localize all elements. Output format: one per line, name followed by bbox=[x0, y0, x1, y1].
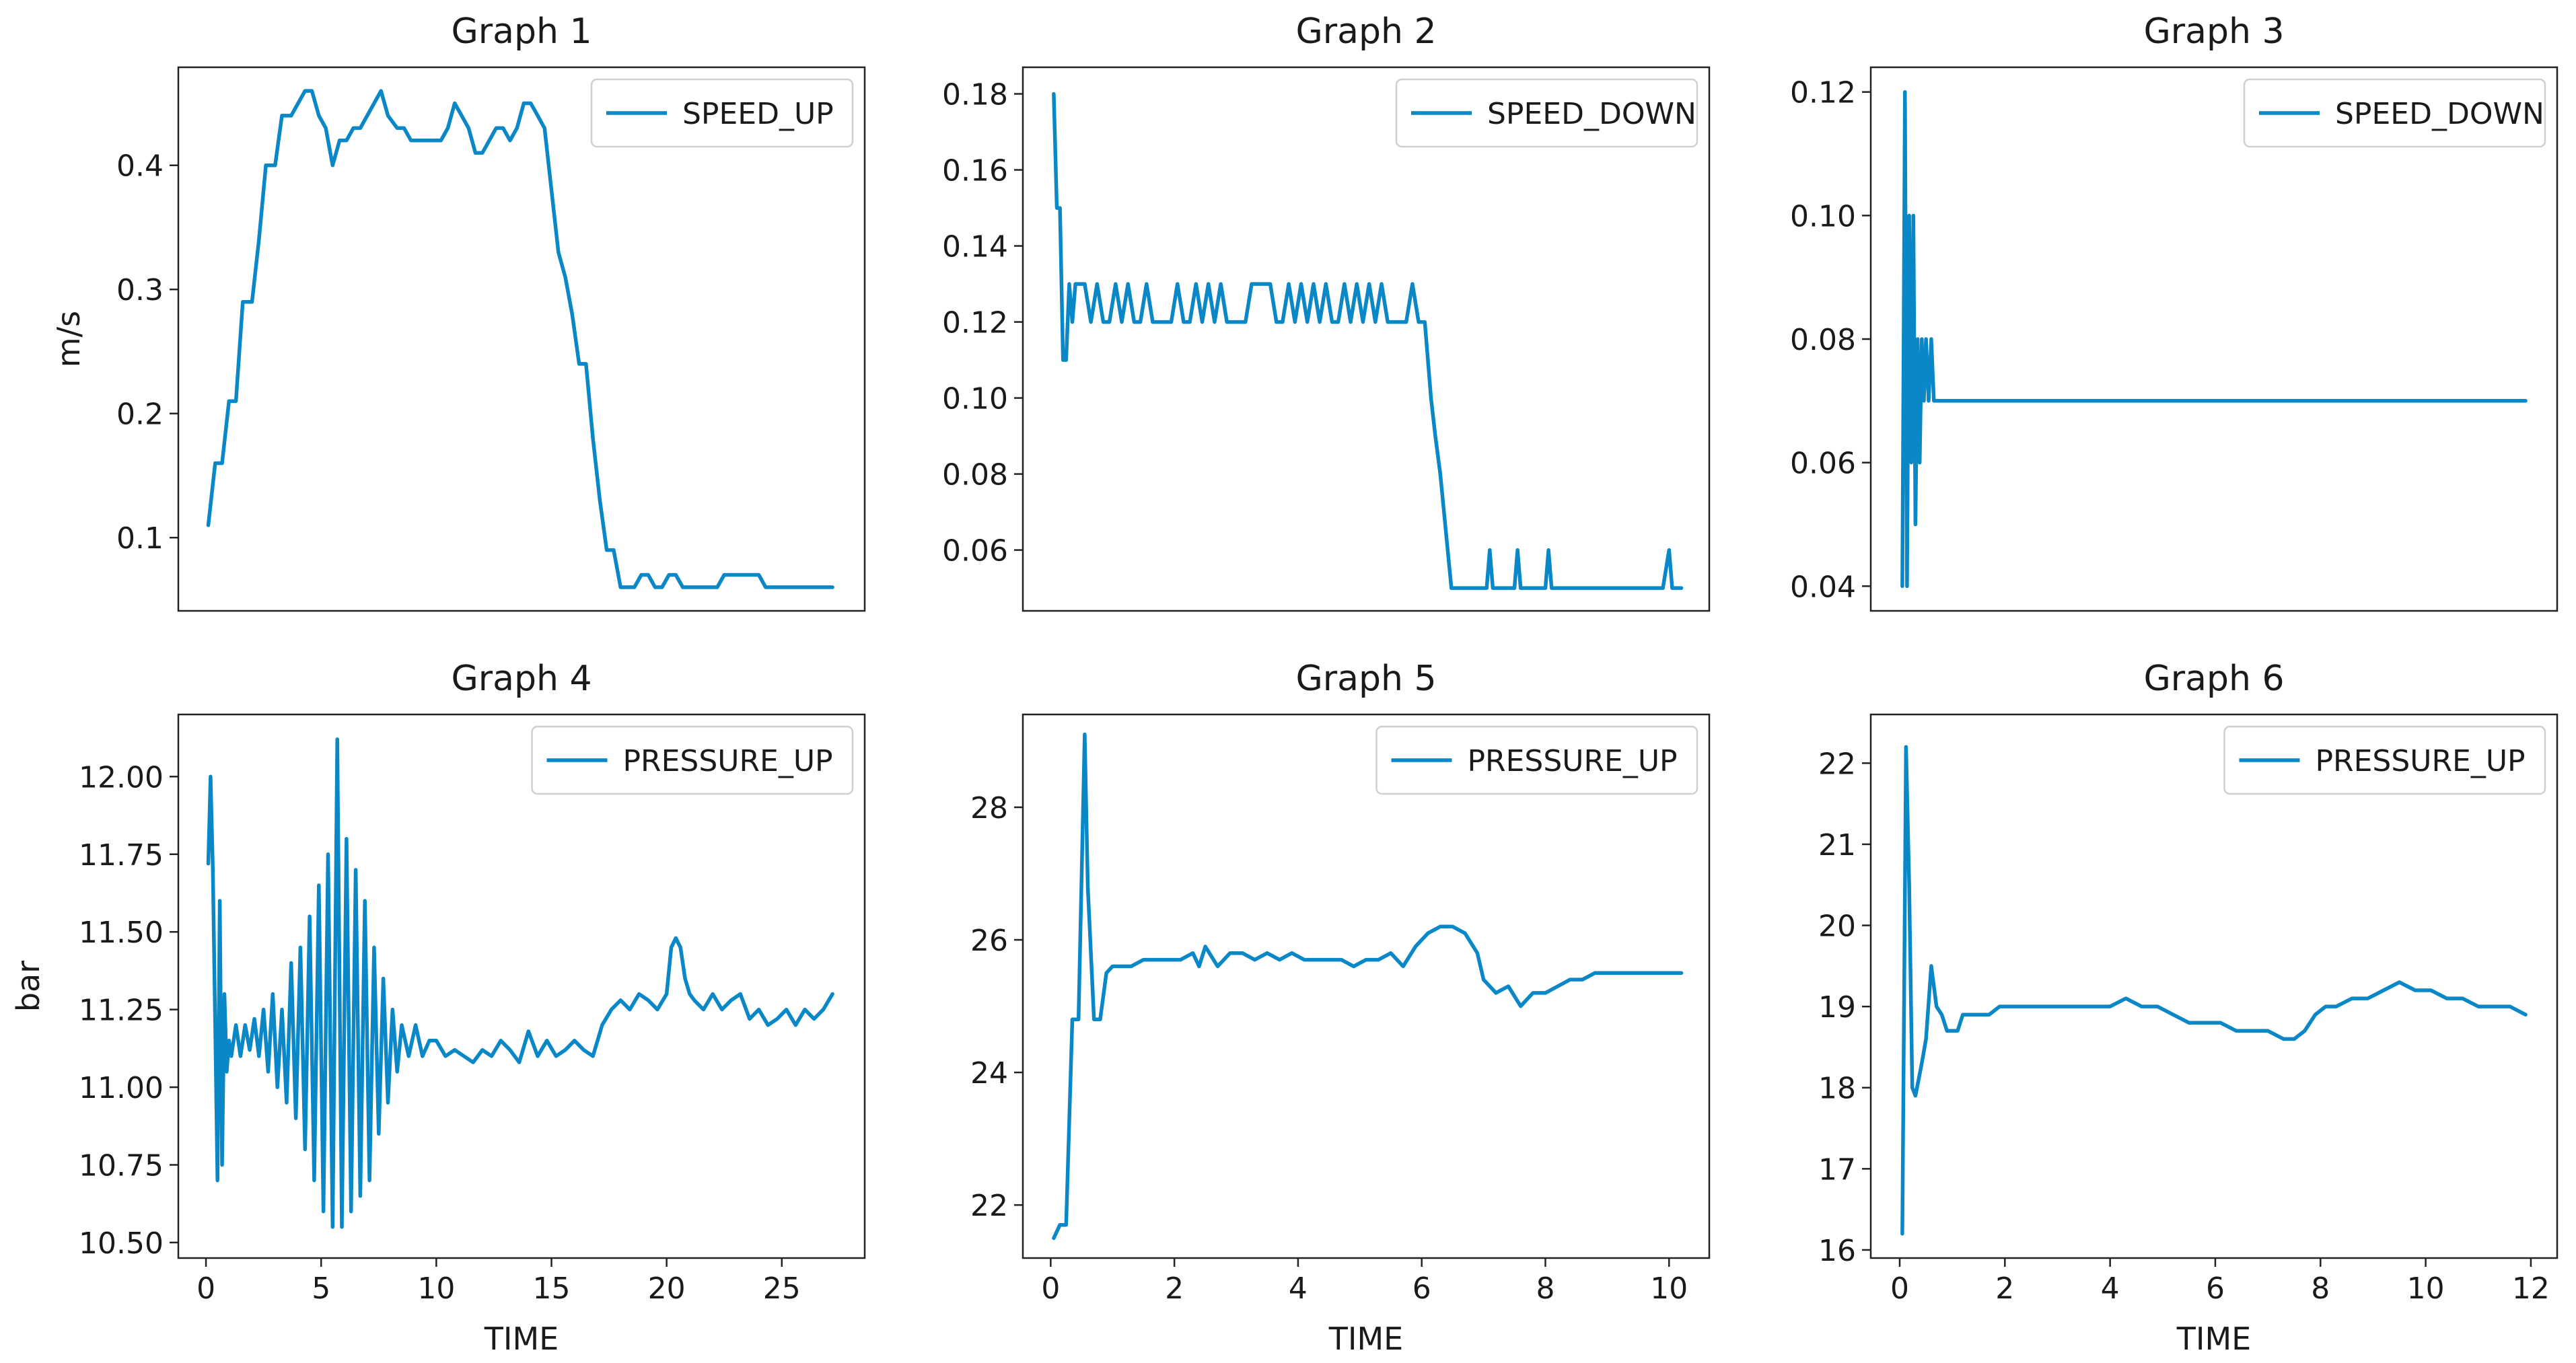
graph-2-panel: Graph 2 0.06 0.08 0.10 0.12 0.14 0.16 0.18 SPEE… bbox=[942, 11, 1711, 612]
graph-3-legend-box bbox=[2243, 78, 2546, 148]
graph-6-ytick-label: 20 bbox=[1818, 910, 1856, 944]
graph-5-xtick-label: 6 bbox=[1412, 1272, 1431, 1306]
graph-4-ytick-label: 10.75 bbox=[79, 1148, 164, 1183]
graph-4-ytick-label: 11.25 bbox=[79, 994, 164, 1028]
graph-6-title: Graph 6 bbox=[2143, 659, 2284, 699]
graph-5-ytick-label: 24 bbox=[970, 1056, 1008, 1091]
graph-6-panel: Graph 6 TIME 16 17 18 19 20 21 22 0 2 4 6 8 10 12 PRES… bbox=[1818, 659, 2559, 1357]
graph-6-ytick-label: 22 bbox=[1818, 747, 1856, 781]
graph-1-panel: Graph 1 m/s 0.1 0.2 0.3 0.4 SPEED_UP bbox=[50, 11, 866, 612]
graph-1-ytick-label: 0.4 bbox=[116, 149, 164, 184]
graph-6-series-line bbox=[1900, 745, 2528, 1236]
graph-1-axes-frame bbox=[177, 66, 866, 612]
graph-4-legend-label: PRESSURE_UP bbox=[623, 744, 833, 778]
graph-1-series-line bbox=[206, 89, 834, 589]
graph-6-ytick-label: 21 bbox=[1818, 828, 1856, 862]
graph-1-legend-box bbox=[590, 78, 854, 148]
graph-2-axes-frame bbox=[1022, 66, 1711, 612]
graph-6-axes-frame bbox=[1869, 713, 2559, 1259]
graph-4-xtick-label: 15 bbox=[532, 1272, 570, 1306]
graph-2-ytick-label: 0.10 bbox=[942, 382, 1008, 416]
graph-3-legend-label: SPEED_DOWN bbox=[2335, 97, 2544, 131]
graph-6-xtick-label: 8 bbox=[2311, 1272, 2330, 1306]
graph-1-title: Graph 1 bbox=[451, 11, 592, 52]
graph-4-ytick-label: 12.00 bbox=[79, 760, 164, 795]
graph-6-xlabel: TIME bbox=[2176, 1321, 2251, 1357]
graph-4-axes-frame bbox=[177, 713, 866, 1259]
graph-6-ytick-label: 18 bbox=[1818, 1072, 1856, 1106]
graph-1-ytick-label: 0.3 bbox=[116, 273, 164, 307]
graph-4-ylabel: bar bbox=[10, 961, 46, 1012]
graph-2-ytick-label: 0.14 bbox=[942, 230, 1008, 264]
graph-2-ytick-label: 0.08 bbox=[942, 458, 1008, 492]
graph-6-ytick-label: 19 bbox=[1818, 990, 1856, 1025]
graph-2-legend-box bbox=[1395, 78, 1698, 148]
graph-3-ytick-label: 0.12 bbox=[1790, 76, 1856, 110]
graph-4-ytick-label: 11.50 bbox=[79, 916, 164, 950]
graph-2-title: Graph 2 bbox=[1295, 11, 1436, 52]
graph-4-series-line bbox=[206, 737, 834, 1229]
graph-4-ytick-label: 11.00 bbox=[79, 1071, 164, 1105]
graph-6-xtick-label: 10 bbox=[2407, 1272, 2445, 1306]
graph-4-xtick-label: 5 bbox=[312, 1272, 330, 1306]
graph-4-xtick-label: 20 bbox=[648, 1272, 686, 1306]
graph-5-xtick-label: 4 bbox=[1289, 1272, 1308, 1306]
graph-5-xtick-label: 10 bbox=[1650, 1272, 1688, 1306]
graph-3-panel: Graph 3 0.04 0.06 0.08 0.10 0.12 SPEED_DOWN bbox=[1790, 11, 2559, 612]
graph-4-xtick-label: 25 bbox=[763, 1272, 801, 1306]
graph-4-ytick-label: 11.75 bbox=[79, 838, 164, 873]
graph-4-xlabel: TIME bbox=[484, 1321, 559, 1357]
graph-4-ytick-label: 10.50 bbox=[79, 1226, 164, 1261]
graph-2-ytick-label: 0.06 bbox=[942, 534, 1008, 568]
graph-6-ytick-label: 17 bbox=[1818, 1152, 1856, 1187]
graph-6-xtick-label: 6 bbox=[2206, 1272, 2225, 1306]
graph-1-ylabel: m/s bbox=[50, 311, 87, 367]
graph-1-legend-label: SPEED_UP bbox=[682, 97, 834, 131]
graph-4-xtick-label: 10 bbox=[417, 1272, 455, 1306]
graph-3-ytick-label: 0.10 bbox=[1790, 199, 1856, 233]
graph-1-ytick-label: 0.1 bbox=[116, 521, 164, 556]
graph-5-xtick-label: 2 bbox=[1165, 1272, 1184, 1306]
graph-4-legend-box bbox=[531, 725, 854, 795]
graph-5-series-line bbox=[1052, 732, 1684, 1241]
graph-2-ytick-label: 0.16 bbox=[942, 154, 1008, 188]
graph-4-xtick-label: 0 bbox=[196, 1272, 215, 1306]
graph-6-legend-label: PRESSURE_UP bbox=[2316, 744, 2526, 778]
graph-1-ytick-label: 0.2 bbox=[116, 398, 164, 432]
graph-5-legend-label: PRESSURE_UP bbox=[1468, 744, 1678, 778]
graph-3-ytick-label: 0.06 bbox=[1790, 447, 1856, 481]
graph-3-ytick-label: 0.08 bbox=[1790, 323, 1856, 357]
graph-2-series-line bbox=[1052, 91, 1684, 590]
graph-5-xtick-label: 8 bbox=[1536, 1272, 1554, 1306]
graph-5-axes-frame bbox=[1022, 713, 1711, 1259]
graph-3-series-line bbox=[1900, 89, 2528, 589]
graph-5-ytick-label: 28 bbox=[970, 791, 1008, 825]
graph-3-title: Graph 3 bbox=[2143, 11, 2284, 52]
graph-5-ytick-label: 22 bbox=[970, 1189, 1008, 1223]
graph-6-ytick-label: 16 bbox=[1818, 1234, 1856, 1268]
graph-2-legend-label: SPEED_DOWN bbox=[1487, 97, 1696, 131]
graph-4-panel: Graph 4 bar TIME 10.50 10.75 11.00 11.25 11.… bbox=[10, 659, 866, 1357]
graph-5-legend-box bbox=[1375, 725, 1698, 795]
graph-5-title: Graph 5 bbox=[1295, 659, 1436, 699]
graph-3-ytick-label: 0.04 bbox=[1790, 570, 1856, 604]
graph-2-ytick-label: 0.18 bbox=[942, 78, 1008, 112]
graph-6-xtick-label: 4 bbox=[2101, 1272, 2120, 1306]
graph-5-xtick-label: 0 bbox=[1041, 1272, 1060, 1306]
graph-2-ytick-label: 0.12 bbox=[942, 306, 1008, 340]
graph-6-xtick-label: 2 bbox=[1995, 1272, 2014, 1306]
graph-6-legend-box bbox=[2223, 725, 2546, 795]
graph-5-xlabel: TIME bbox=[1328, 1321, 1403, 1357]
graph-5-ytick-label: 26 bbox=[970, 924, 1008, 958]
graph-4-title: Graph 4 bbox=[451, 659, 592, 699]
graph-6-xtick-label: 12 bbox=[2512, 1272, 2550, 1306]
graph-6-xtick-label: 0 bbox=[1890, 1272, 1909, 1306]
